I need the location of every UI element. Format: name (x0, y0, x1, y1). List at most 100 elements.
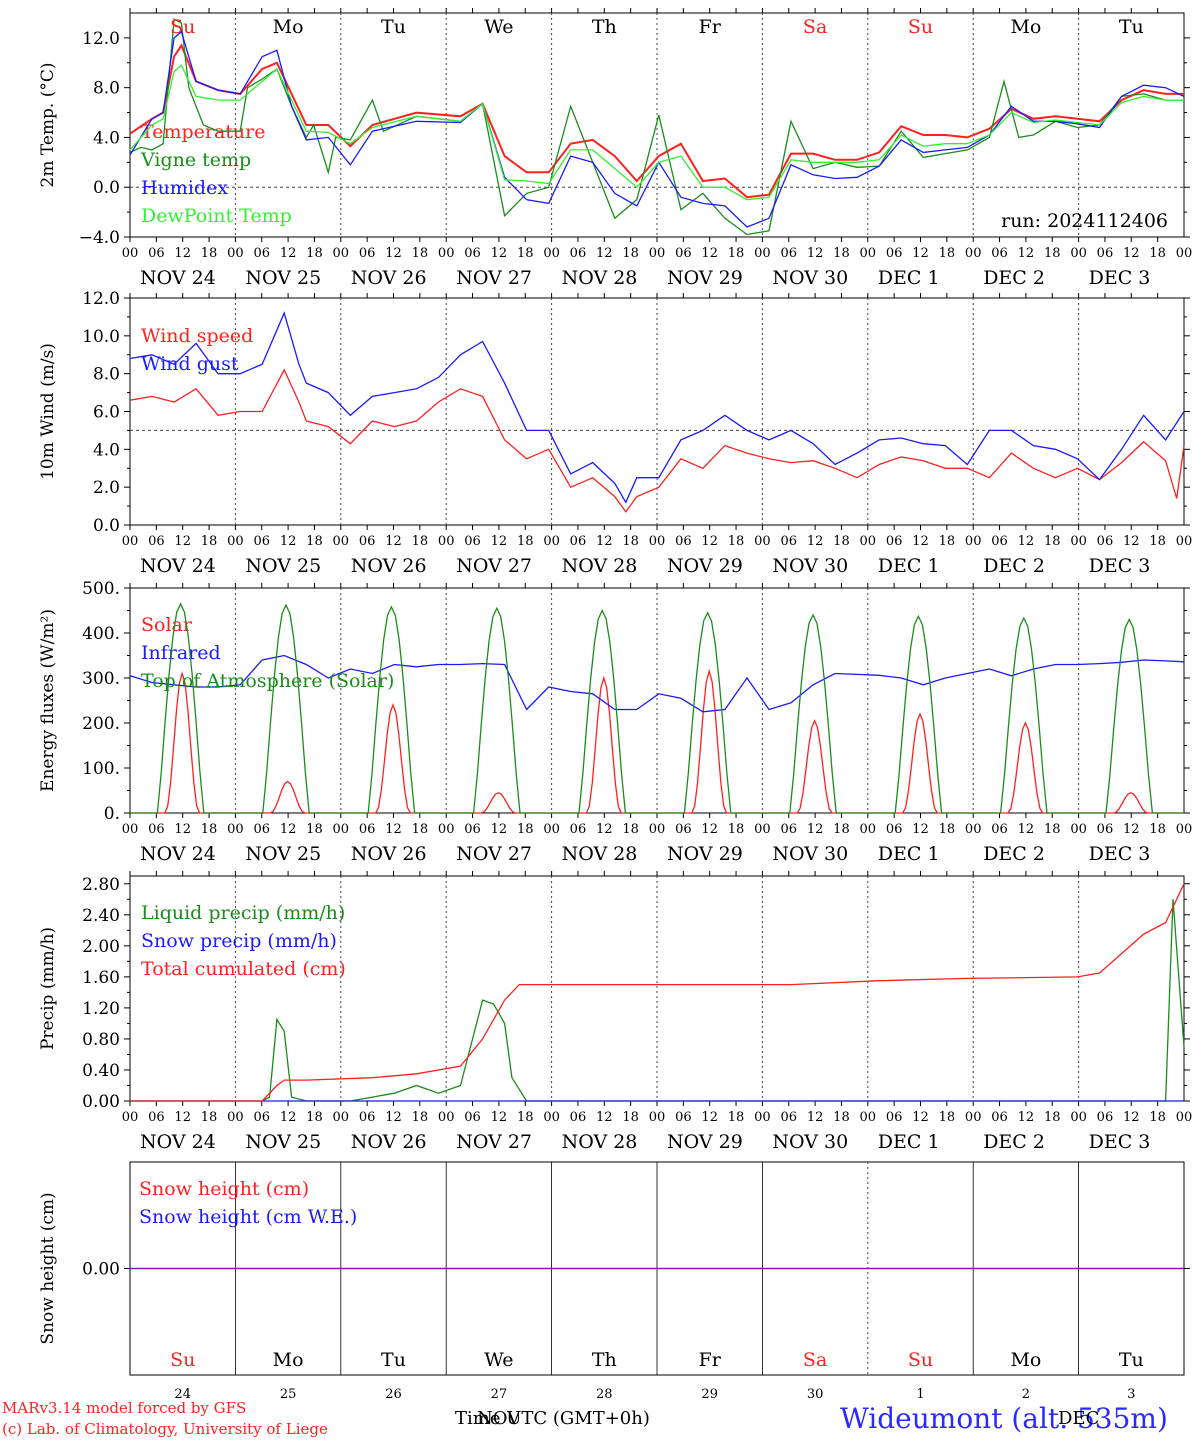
hour-tick-label: 12 (1123, 246, 1140, 261)
day-name-label: Tu (1119, 1349, 1144, 1371)
hour-tick-label: 12 (807, 246, 824, 261)
y-tick-label: 10.0 (82, 327, 120, 347)
hour-tick-label: 06 (359, 534, 376, 549)
day-name-label: Sa (803, 16, 827, 38)
hour-tick-label: 18 (517, 246, 534, 261)
hour-tick-label: 12 (280, 246, 297, 261)
date-label: NOV 29 (667, 555, 743, 577)
day-name-label: Mo (1010, 1349, 1041, 1371)
hour-tick-label: 00 (333, 246, 350, 261)
hour-tick-label: 18 (728, 534, 745, 549)
date-label: DEC 2 (983, 555, 1045, 577)
hour-tick-label: 06 (253, 1110, 270, 1125)
day-name-label: Th (592, 16, 617, 38)
hour-tick-label: 18 (939, 534, 956, 549)
hour-tick-label: 00 (1070, 246, 1087, 261)
hour-tick-label: 00 (333, 1110, 350, 1125)
day-name-label: Fr (699, 16, 722, 38)
hour-tick-label: 00 (965, 822, 982, 837)
hour-tick-label: 06 (464, 246, 481, 261)
hour-tick-label: 06 (886, 246, 903, 261)
hour-tick-label: 12 (491, 822, 508, 837)
panel-precip: 0.00 0.40 0.80 1.20 1.60 2.00 2.40 2.80 Precip (… (38, 871, 1192, 1153)
hour-tick-label: 00 (1176, 822, 1193, 837)
hour-tick-label: 00 (438, 1110, 455, 1125)
hour-tick-label: 18 (833, 822, 850, 837)
hour-tick-label: 18 (201, 246, 218, 261)
hour-tick-label: 06 (570, 246, 587, 261)
hour-tick-label: 06 (675, 534, 692, 549)
hour-tick-label: 18 (939, 246, 956, 261)
hour-tick-label: 12 (385, 246, 402, 261)
hour-tick-label: 06 (780, 1110, 797, 1125)
copyright-credit: (c) Lab. of Climatology, University of L… (2, 1420, 328, 1438)
hour-tick-label: 12 (385, 534, 402, 549)
day-name-label: Tu (381, 1349, 406, 1371)
date-label: NOV 27 (456, 267, 532, 289)
hour-tick-label: 18 (201, 822, 218, 837)
hour-tick-label: 00 (754, 534, 771, 549)
day-number-label: 29 (701, 1387, 718, 1402)
hour-tick-label: 06 (1097, 822, 1114, 837)
hour-tick-label: 12 (174, 534, 191, 549)
date-label: DEC 1 (878, 1131, 940, 1153)
hour-tick-label: 12 (174, 1110, 191, 1125)
y-tick-label: 400. (82, 624, 120, 644)
day-name-label: Su (170, 16, 195, 38)
date-label: NOV 30 (772, 843, 848, 865)
series-line-top-of-atmosphere-solar- (130, 602, 1184, 814)
hour-tick-label: 12 (174, 246, 191, 261)
day-number-label: 26 (385, 1387, 402, 1402)
y-tick-label: 0.00 (82, 1092, 120, 1112)
hour-tick-label: 00 (122, 822, 139, 837)
y-tick-label: 4.0 (93, 128, 120, 148)
hour-tick-label: 00 (1176, 246, 1193, 261)
hour-tick-label: 06 (675, 1110, 692, 1125)
y-tick-label: 200. (82, 714, 120, 734)
hour-tick-label: 12 (701, 534, 718, 549)
hour-tick-label: 18 (1149, 822, 1166, 837)
date-label: DEC 1 (878, 267, 940, 289)
date-label: NOV 24 (140, 267, 216, 289)
y-tick-label: 4.0 (93, 440, 120, 460)
hour-tick-label: 12 (385, 1110, 402, 1125)
hour-tick-label: 12 (596, 246, 613, 261)
hour-tick-label: 00 (649, 822, 666, 837)
hour-tick-label: 00 (543, 1110, 560, 1125)
hour-tick-label: 12 (280, 534, 297, 549)
y-tick-label: 0.00 (82, 1260, 120, 1280)
hour-tick-label: 00 (438, 534, 455, 549)
hour-tick-label: 12 (1123, 1110, 1140, 1125)
hour-tick-label: 06 (991, 1110, 1008, 1125)
date-label: NOV 30 (772, 555, 848, 577)
hour-tick-label: 06 (1097, 246, 1114, 261)
hour-tick-label: 00 (1176, 1110, 1193, 1125)
y-tick-label: −4.0 (79, 228, 120, 248)
hour-tick-label: 18 (517, 1110, 534, 1125)
hour-tick-label: 18 (1149, 246, 1166, 261)
date-label: NOV 29 (667, 1131, 743, 1153)
hour-tick-label: 06 (886, 822, 903, 837)
hour-tick-label: 00 (860, 534, 877, 549)
hour-tick-label: 00 (227, 822, 244, 837)
date-label: NOV 30 (772, 267, 848, 289)
hour-tick-label: 12 (596, 822, 613, 837)
hour-tick-label: 12 (280, 1110, 297, 1125)
legend-entry: DewPoint Temp (141, 205, 292, 227)
hour-tick-label: 18 (1044, 246, 1061, 261)
hour-tick-label: 06 (148, 822, 165, 837)
panels: −4.00.04.08.012.02m Temp. (°C)00 06 12 18NO… (38, 8, 1192, 1402)
hour-tick-label: 18 (1044, 822, 1061, 837)
hour-tick-label: 00 (227, 246, 244, 261)
hour-tick-label: 12 (1018, 246, 1035, 261)
hour-tick-label: 12 (912, 534, 929, 549)
hour-tick-label: 00 (438, 246, 455, 261)
hour-tick-label: 06 (570, 1110, 587, 1125)
series-line-total-cumulated-cm- (130, 883, 1185, 1102)
date-label: NOV 26 (351, 843, 427, 865)
date-label: NOV 29 (667, 843, 743, 865)
footer: MARv3.14 model forced by GFS (c) Lab. of… (2, 1399, 1168, 1438)
hour-tick-label: 18 (728, 246, 745, 261)
date-label: DEC 2 (983, 1131, 1045, 1153)
